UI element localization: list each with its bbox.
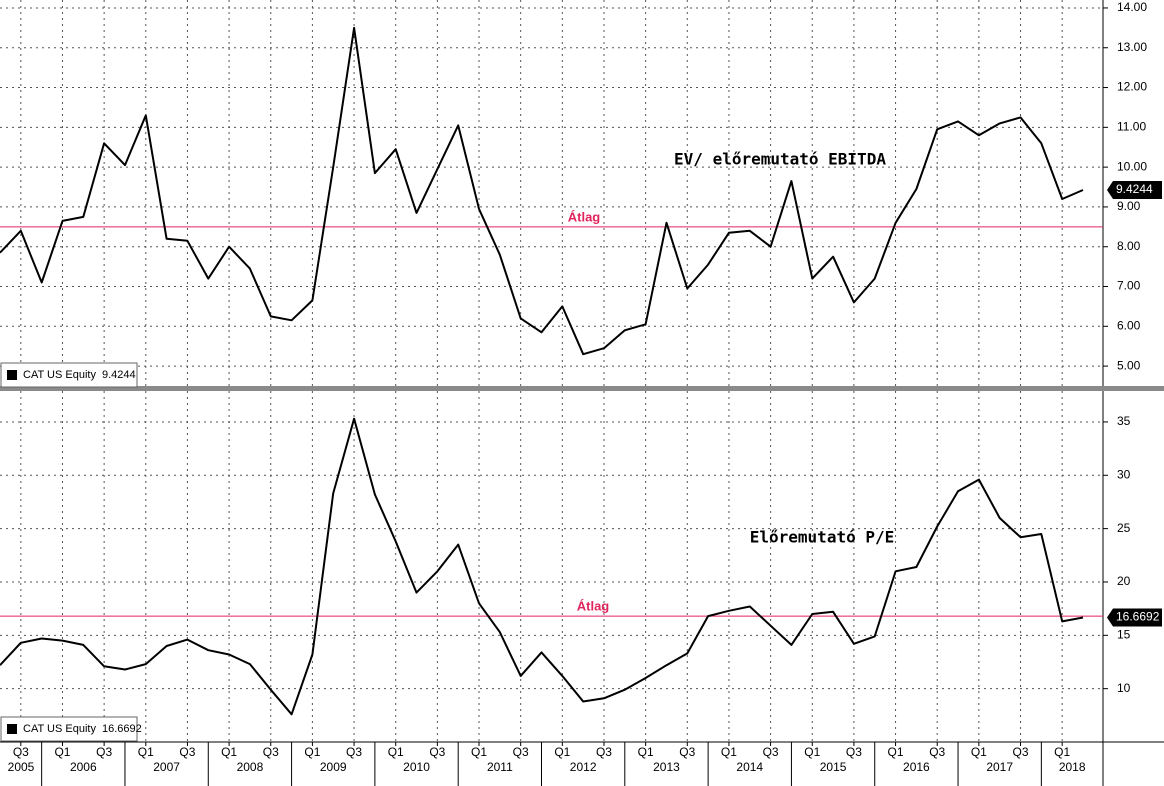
x-tick-label: Q1 xyxy=(971,745,987,759)
last-value-tag xyxy=(1107,608,1162,627)
y-tick-label: 13.00 xyxy=(1117,40,1147,54)
x-tick-label: Q1 xyxy=(554,745,570,759)
year-label: 2005 xyxy=(8,760,35,774)
y-tick-label: 15 xyxy=(1117,627,1131,641)
last-value-tag xyxy=(1107,181,1162,200)
year-label: 2008 xyxy=(237,760,264,774)
year-label: 2015 xyxy=(820,760,847,774)
panel-separator xyxy=(0,386,1164,391)
last-value-label: 16.6692 xyxy=(1116,610,1160,624)
reference-label: Átlag xyxy=(577,599,610,614)
legend-swatch xyxy=(7,370,17,380)
year-label: 2016 xyxy=(903,760,930,774)
y-tick-label: 10 xyxy=(1117,681,1131,695)
x-tick-label: Q1 xyxy=(638,745,654,759)
x-tick-label: Q3 xyxy=(179,745,195,759)
y-tick-label: 5.00 xyxy=(1117,358,1141,372)
legend-box xyxy=(0,716,138,742)
year-label: 2011 xyxy=(487,760,513,774)
x-tick-label: Q1 xyxy=(1054,745,1070,759)
y-tick-label: 20 xyxy=(1117,574,1131,588)
x-tick-label: Q3 xyxy=(846,745,862,759)
y-tick-label: 8.00 xyxy=(1117,239,1141,253)
x-tick-label: Q3 xyxy=(513,745,529,759)
x-tick-label: Q1 xyxy=(388,745,404,759)
x-tick-label: Q3 xyxy=(929,745,945,759)
x-tick-label: Q3 xyxy=(596,745,612,759)
y-tick-label: 25 xyxy=(1117,521,1131,535)
legend-swatch xyxy=(7,724,17,734)
x-tick-label: Q3 xyxy=(346,745,362,759)
year-label: 2012 xyxy=(570,760,597,774)
x-tick-label: Q3 xyxy=(763,745,779,759)
y-tick-label: 12.00 xyxy=(1117,80,1147,94)
year-label: 2006 xyxy=(70,760,97,774)
x-tick-label: Q3 xyxy=(96,745,112,759)
y-tick-label: 7.00 xyxy=(1117,279,1141,293)
year-label: 2010 xyxy=(403,760,430,774)
legend-value: 9.4244 xyxy=(102,369,136,381)
x-tick-label: Q3 xyxy=(1013,745,1029,759)
legend-name: CAT US Equity xyxy=(23,369,96,381)
x-tick-label: Q1 xyxy=(138,745,154,759)
y-tick-label: 35 xyxy=(1117,414,1131,428)
legend-box xyxy=(0,362,138,388)
x-tick-label: Q1 xyxy=(221,745,237,759)
x-tick-label: Q1 xyxy=(721,745,737,759)
x-tick-label: Q3 xyxy=(429,745,445,759)
last-value-label: 9.4244 xyxy=(1116,182,1153,196)
y-tick-label: 10.00 xyxy=(1117,159,1147,173)
x-tick-label: Q1 xyxy=(471,745,487,759)
x-tick-label: Q3 xyxy=(679,745,695,759)
year-label: 2014 xyxy=(736,760,763,774)
y-tick-label: 11.00 xyxy=(1117,120,1146,134)
x-tick-label: Q3 xyxy=(13,745,29,759)
series-line xyxy=(0,26,1084,356)
year-label: 2017 xyxy=(986,760,1013,774)
annotation: EV/ előremutató EBITDA xyxy=(674,150,886,169)
x-tick-label: Q1 xyxy=(888,745,904,759)
year-label: 2013 xyxy=(653,760,680,774)
x-tick-label: Q1 xyxy=(804,745,820,759)
annotation: Előremutató P/E xyxy=(750,528,895,547)
reference-label: Átlag xyxy=(568,209,601,224)
series-line xyxy=(0,417,1084,716)
y-tick-label: 6.00 xyxy=(1117,318,1141,332)
y-tick-label: 14.00 xyxy=(1117,0,1147,14)
x-tick-label: Q1 xyxy=(304,745,320,759)
y-tick-label: 9.00 xyxy=(1117,199,1141,213)
y-tick-label: 30 xyxy=(1117,467,1131,481)
year-label: 2007 xyxy=(153,760,180,774)
x-tick-label: Q3 xyxy=(263,745,279,759)
legend-value: 16.6692 xyxy=(102,723,142,735)
year-label: 2009 xyxy=(320,760,347,774)
x-tick-label: Q1 xyxy=(54,745,70,759)
year-label: 2018 xyxy=(1059,760,1086,774)
legend-name: CAT US Equity xyxy=(23,723,96,735)
